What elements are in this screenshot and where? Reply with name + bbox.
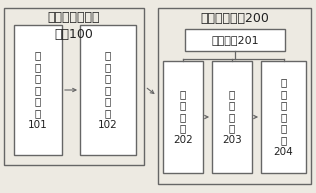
Text: 程: 程 (35, 62, 41, 72)
Text: 数: 数 (280, 77, 287, 87)
Text: 模: 模 (35, 97, 41, 107)
Text: 模: 模 (105, 97, 111, 107)
Text: 102: 102 (98, 120, 118, 130)
Bar (14, 25, 62, 155)
Text: 模: 模 (229, 112, 235, 122)
Text: 程: 程 (105, 62, 111, 72)
Text: 块: 块 (280, 135, 287, 145)
Text: 块: 块 (229, 124, 235, 134)
Text: 203: 203 (222, 135, 242, 145)
Text: 控制模块201: 控制模块201 (211, 35, 259, 45)
Text: 解: 解 (180, 89, 186, 99)
Text: 分: 分 (105, 73, 111, 83)
Bar (212, 61, 252, 173)
Text: 配: 配 (105, 85, 111, 95)
Text: 写: 写 (280, 100, 287, 110)
Text: 入: 入 (280, 112, 287, 122)
Text: 线程控制模块200: 线程控制模块200 (200, 12, 269, 25)
Text: 模: 模 (280, 124, 287, 134)
Text: 模: 模 (180, 112, 186, 122)
Text: 101: 101 (28, 120, 48, 130)
Text: 解: 解 (229, 89, 235, 99)
Text: 据: 据 (280, 89, 287, 99)
Text: 线程建立及分配
模块100: 线程建立及分配 模块100 (48, 11, 100, 41)
Text: 算: 算 (229, 100, 235, 110)
Text: 建: 建 (35, 73, 41, 83)
Bar (80, 25, 136, 155)
Text: 块: 块 (180, 124, 186, 134)
Bar (185, 29, 285, 51)
Bar (163, 61, 203, 173)
Text: 块: 块 (105, 108, 111, 118)
Bar (158, 8, 311, 184)
Text: 立: 立 (35, 85, 41, 95)
Bar (4, 8, 144, 165)
Text: 204: 204 (274, 147, 293, 157)
Text: 202: 202 (173, 135, 193, 145)
Text: 析: 析 (180, 100, 186, 110)
Text: 线: 线 (105, 50, 111, 60)
Text: 线: 线 (35, 50, 41, 60)
Text: 块: 块 (35, 108, 41, 118)
Bar (261, 61, 306, 173)
